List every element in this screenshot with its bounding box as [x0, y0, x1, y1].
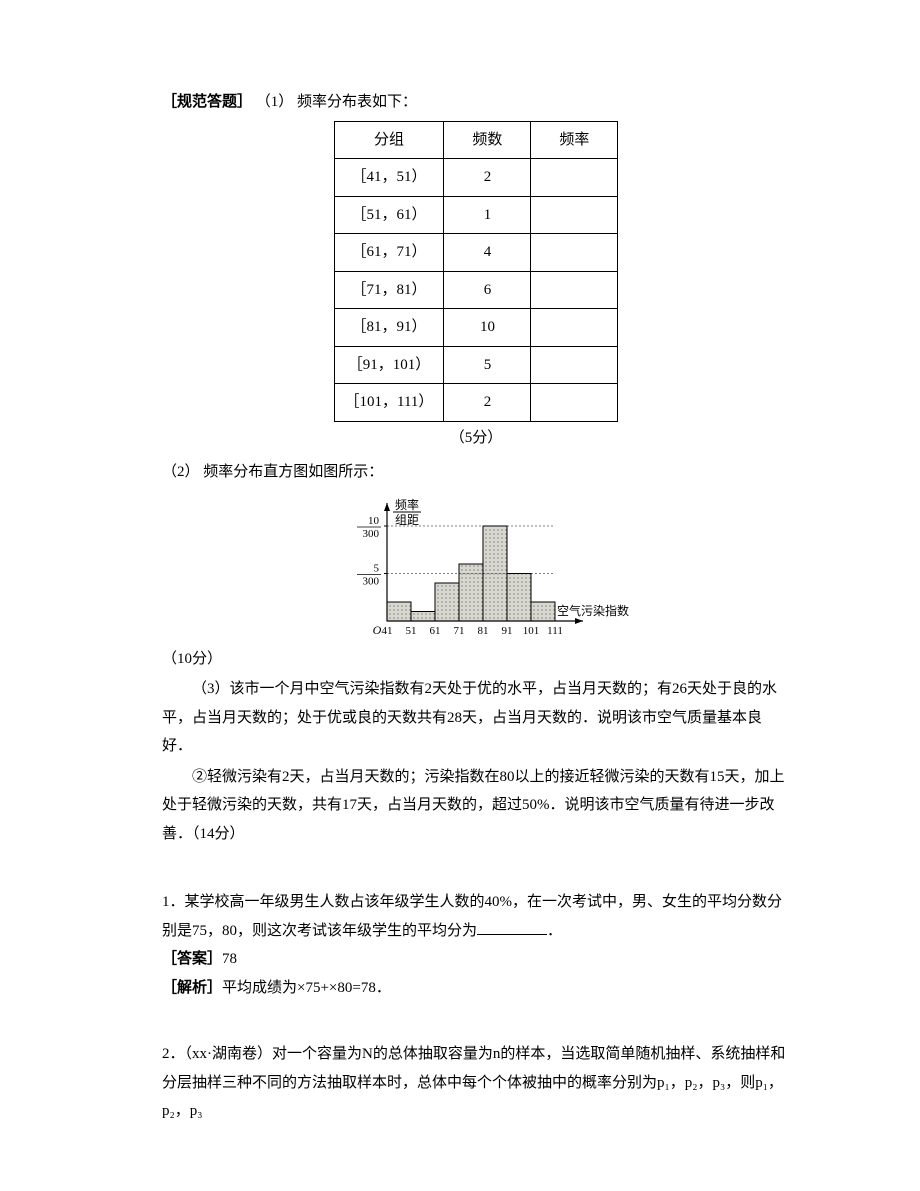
- col-freq: 频率: [531, 121, 618, 159]
- q1: 1．某学校高一年级男生人数占该年级学生人数的40%，在一次考试中，男、女生的平均…: [162, 888, 790, 945]
- answer-header-label: ［规范答题］: [162, 94, 252, 110]
- table-header-row: 分组 频数 频率: [334, 121, 618, 159]
- svg-text:71: 71: [454, 625, 465, 637]
- histogram: 103005300415161718191101111O频率组距空气污染指数: [162, 493, 790, 643]
- part2-text: 频率分布直方图如图所示：: [203, 464, 383, 480]
- svg-text:空气污染指数: 空气污染指数: [557, 603, 629, 618]
- svg-text:101: 101: [523, 625, 540, 637]
- analysis-value: 平均成绩为×75+×80=78．: [222, 980, 391, 996]
- q2: 2．（xx·湖南卷）对一个容量为N的总体抽取容量为n的样本，当选取简单随机抽样、…: [162, 1040, 790, 1126]
- answer-header: ［规范答题］ （1） 频率分布表如下：: [162, 88, 790, 117]
- q2-num: 2．: [162, 1046, 185, 1062]
- table-row: ［81，91） 10: [334, 309, 618, 347]
- q1-text-b: ．: [547, 923, 562, 939]
- table-row: ［91，101） 5: [334, 346, 618, 384]
- analysis-label: ［解析］: [162, 980, 222, 996]
- points-2: （10分）: [162, 645, 790, 674]
- svg-text:51: 51: [406, 625, 417, 637]
- q1-text-a: 某学校高一年级男生人数占该年级学生人数的40%，在一次考试中，男、女生的平均分数…: [162, 894, 782, 939]
- table-row: ［71，81） 6: [334, 271, 618, 309]
- table-row: ［61，71） 4: [334, 234, 618, 272]
- answer-value: 78: [222, 951, 237, 967]
- svg-text:300: 300: [363, 575, 380, 587]
- svg-text:O: O: [373, 623, 382, 637]
- svg-text:组距: 组距: [395, 513, 419, 527]
- q1-analysis: ［解析］平均成绩为×75+×80=78．: [162, 974, 790, 1003]
- part1-text: 频率分布表如下：: [297, 94, 417, 110]
- part3-line2: ②轻微污染有2天，占当月天数的；污染指数在80以上的接近轻微污染的天数有15天，…: [162, 763, 790, 849]
- svg-text:5: 5: [374, 562, 380, 574]
- frequency-table: 分组 频数 频率 ［41，51） 2 ［51，61） 1 ［61，71） 4 ［…: [334, 121, 619, 422]
- col-group: 分组: [334, 121, 444, 159]
- points-1: （5分）: [162, 424, 790, 453]
- table-row: ［41，51） 2: [334, 159, 618, 197]
- q1-answer: ［答案］78: [162, 945, 790, 974]
- q1-num: 1．: [162, 894, 185, 910]
- part3-line1: （3）该市一个月中空气污染指数有2天处于优的水平，占当月天数的；有26天处于良的…: [162, 675, 790, 761]
- table-row: ［101，111） 2: [334, 384, 618, 422]
- svg-text:111: 111: [547, 625, 563, 637]
- svg-text:81: 81: [478, 625, 489, 637]
- part2-line: （2） 频率分布直方图如图所示：: [162, 458, 790, 487]
- table-row: ［51，61） 1: [334, 196, 618, 234]
- histogram-svg: 103005300415161718191101111O频率组距空气污染指数: [321, 493, 631, 643]
- part1-label: （1）: [256, 94, 294, 110]
- svg-text:300: 300: [363, 528, 380, 540]
- col-count: 频数: [444, 121, 531, 159]
- q2-text: （xx·湖南卷）对一个容量为N的总体抽取容量为n的样本，当选取简单随机抽样、系统…: [162, 1046, 785, 1119]
- q1-blank: [477, 934, 547, 935]
- svg-text:91: 91: [502, 625, 513, 637]
- svg-text:61: 61: [430, 625, 441, 637]
- svg-text:10: 10: [368, 515, 380, 527]
- svg-text:41: 41: [382, 625, 393, 637]
- answer-label: ［答案］: [162, 951, 222, 967]
- part2-label: （2）: [162, 464, 200, 480]
- svg-text:频率: 频率: [395, 497, 419, 512]
